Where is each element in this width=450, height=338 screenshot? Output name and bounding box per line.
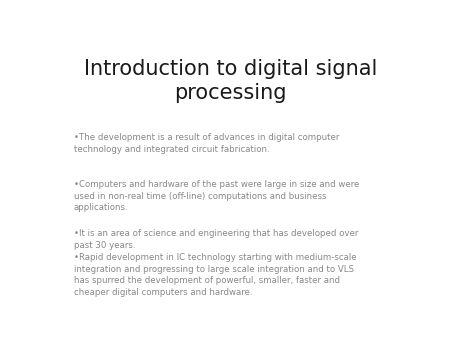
Text: •The development is a result of advances in digital computer
technology and inte: •The development is a result of advances… (74, 133, 339, 154)
Text: •Computers and hardware of the past were large in size and were
used in non-real: •Computers and hardware of the past were… (74, 180, 359, 212)
Text: •It is an area of science and engineering that has developed over
past 30 years.: •It is an area of science and engineerin… (74, 229, 358, 297)
Text: Introduction to digital signal
processing: Introduction to digital signal processin… (84, 59, 377, 103)
